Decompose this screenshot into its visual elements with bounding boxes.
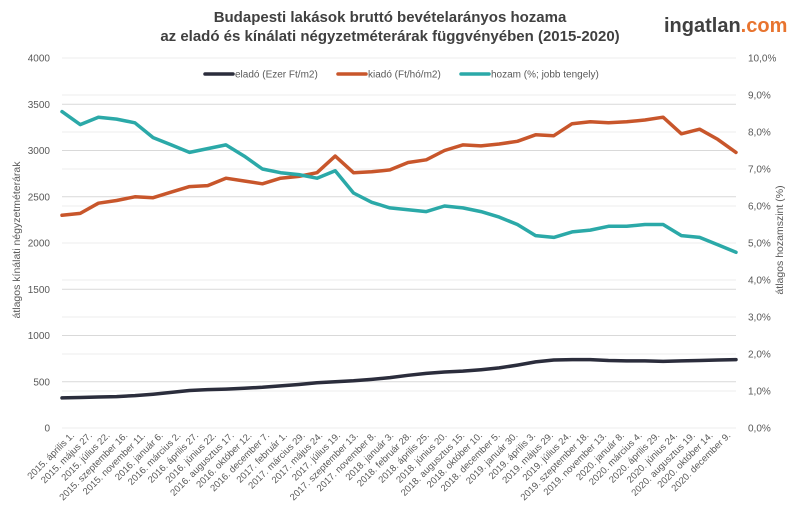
series-line [60, 357, 738, 400]
legend: eladó (Ezer Ft/m2) kiadó (Ft/hó/m2) hozam … [203, 70, 599, 81]
left-tick-label: 0 [44, 424, 50, 435]
series-line [60, 109, 738, 255]
chart-subtitle: az eladó és kínálati négyzetméterárak fü… [160, 28, 619, 45]
legend-label: eladó (Ezer Ft/m2) [235, 70, 318, 81]
right-tick-label: 7,0% [748, 165, 771, 176]
series-lines [60, 109, 738, 400]
right-tick-label: 3,0% [748, 313, 771, 324]
right-axis-label: átlagos hozamszint (%) [774, 185, 786, 294]
x-axis-ticks: 2015. április 1.2015. május 27.2015. júl… [26, 430, 734, 503]
gridlines [62, 57, 736, 429]
chart-title: Budapesti lakások bruttó bevételarányos … [214, 9, 567, 26]
logo: ingatlan.com [664, 15, 787, 37]
right-axis-ticks: 0,0% 1,0% 2,0% 3,0% 4,0% 5,0% 6,0% 7,0% 8,0% 9,0%… [748, 54, 776, 435]
right-tick-label: 1,0% [748, 387, 771, 398]
right-tick-label: 4,0% [748, 276, 771, 287]
right-tick-label: 5,0% [748, 239, 771, 250]
left-tick-label: 4000 [28, 54, 51, 65]
svg-text:ingatlan.com: ingatlan.com [664, 15, 787, 37]
logo-suffix: .com [741, 15, 788, 37]
right-tick-label: 8,0% [748, 128, 771, 139]
right-tick-label: 0,0% [748, 424, 771, 435]
left-tick-label: 1500 [28, 285, 51, 296]
left-tick-label: 2000 [28, 239, 51, 250]
right-tick-label: 9,0% [748, 91, 771, 102]
left-tick-label: 2500 [28, 192, 51, 203]
left-tick-label: 500 [33, 377, 50, 388]
right-tick-label: 10,0% [748, 54, 776, 65]
logo-text: ingatlan [664, 15, 741, 37]
left-axis-ticks: 0 500 1000 1500 2000 2500 3000 3500 4000 [28, 54, 51, 435]
left-axis-label: átlagos kínálati négyzetméterárak [11, 161, 23, 319]
right-tick-label: 6,0% [748, 202, 771, 213]
series-line [60, 115, 738, 218]
left-tick-label: 1000 [28, 331, 51, 342]
legend-label: hozam (%; jobb tengely) [491, 70, 599, 81]
legend-label: kiadó (Ft/hó/m2) [368, 70, 441, 81]
left-tick-label: 3500 [28, 100, 51, 111]
right-tick-label: 2,0% [748, 350, 771, 361]
left-tick-label: 3000 [28, 146, 51, 157]
